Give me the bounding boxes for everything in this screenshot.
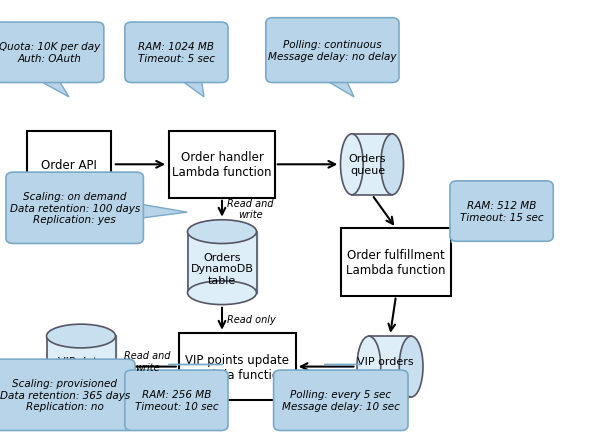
Bar xyxy=(47,336,115,397)
Text: Orders
DynamoDB
table: Orders DynamoDB table xyxy=(191,252,253,285)
Text: Read and
write: Read and write xyxy=(227,198,274,220)
Polygon shape xyxy=(321,78,354,98)
FancyBboxPatch shape xyxy=(125,370,228,431)
Ellipse shape xyxy=(47,385,115,409)
Polygon shape xyxy=(136,204,187,219)
Text: Orders
queue: Orders queue xyxy=(349,154,386,176)
FancyBboxPatch shape xyxy=(125,23,228,83)
Bar xyxy=(187,232,257,293)
Bar xyxy=(369,336,411,397)
Text: Scaling: on demand
Data retention: 100 days
Replication: yes: Scaling: on demand Data retention: 100 d… xyxy=(10,192,140,225)
Text: RAM: 512 MB
Timeout: 15 sec: RAM: 512 MB Timeout: 15 sec xyxy=(460,201,544,222)
Text: VIP points update
Lambda function: VIP points update Lambda function xyxy=(185,353,289,381)
Text: Polling: every 5 sec
Message delay: 10 sec: Polling: every 5 sec Message delay: 10 s… xyxy=(282,390,400,411)
FancyBboxPatch shape xyxy=(266,19,399,83)
FancyBboxPatch shape xyxy=(0,23,104,83)
Text: VIP orders
queue: VIP orders queue xyxy=(357,356,413,378)
Text: Order handler
Lambda function: Order handler Lambda function xyxy=(172,151,272,179)
Ellipse shape xyxy=(381,135,404,195)
Text: RAM: 1024 MB
Timeout: 5 sec: RAM: 1024 MB Timeout: 5 sec xyxy=(138,43,215,64)
FancyBboxPatch shape xyxy=(450,181,553,242)
FancyBboxPatch shape xyxy=(6,173,143,244)
Ellipse shape xyxy=(341,135,363,195)
FancyBboxPatch shape xyxy=(0,359,135,431)
Ellipse shape xyxy=(187,281,257,305)
Polygon shape xyxy=(177,78,204,98)
Text: Scaling: provisioned
Data retention: 365 days
Replication: no: Scaling: provisioned Data retention: 365… xyxy=(0,378,130,411)
Text: Read and
write: Read and write xyxy=(124,350,170,372)
Bar xyxy=(352,135,392,195)
Text: RAM: 256 MB
Timeout: 10 sec: RAM: 256 MB Timeout: 10 sec xyxy=(134,390,218,411)
FancyBboxPatch shape xyxy=(274,370,408,431)
Text: Order API: Order API xyxy=(41,158,97,171)
Ellipse shape xyxy=(399,336,423,397)
FancyBboxPatch shape xyxy=(27,131,111,199)
Ellipse shape xyxy=(187,220,257,244)
Text: Order fulfillment
Lambda function: Order fulfillment Lambda function xyxy=(346,249,446,276)
FancyBboxPatch shape xyxy=(341,229,451,296)
Text: VIP data
DynamoDB
table: VIP data DynamoDB table xyxy=(50,356,112,389)
Polygon shape xyxy=(451,208,457,243)
FancyBboxPatch shape xyxy=(169,131,275,199)
Text: Read only: Read only xyxy=(227,314,275,324)
Text: Quota: 10K per day
Auth: OAuth: Quota: 10K per day Auth: OAuth xyxy=(0,43,100,64)
Ellipse shape xyxy=(47,325,115,348)
Ellipse shape xyxy=(357,336,381,397)
Polygon shape xyxy=(33,78,69,98)
Text: Polling: continuous
Message delay: no delay: Polling: continuous Message delay: no de… xyxy=(268,40,397,62)
FancyBboxPatch shape xyxy=(179,333,296,400)
